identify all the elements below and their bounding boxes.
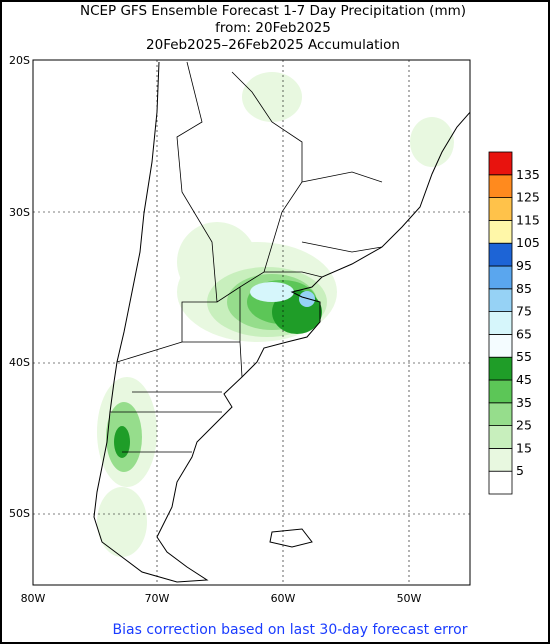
legend-swatch bbox=[488, 311, 513, 335]
legend-label: 25 bbox=[516, 418, 532, 433]
legend-swatch bbox=[488, 197, 513, 221]
lat-label: 30S bbox=[9, 206, 30, 219]
legend-label: 75 bbox=[516, 304, 532, 319]
legend-label: 135 bbox=[516, 167, 540, 182]
precip-shading bbox=[97, 72, 454, 557]
legend-swatch bbox=[488, 242, 513, 267]
legend-label: 15 bbox=[516, 440, 532, 455]
lat-label: 50S bbox=[9, 507, 30, 520]
lat-label: 20S bbox=[9, 54, 30, 67]
legend-label: 125 bbox=[516, 190, 540, 205]
lon-label: 50W bbox=[397, 592, 422, 605]
island bbox=[269, 528, 313, 548]
lat-label: 40S bbox=[9, 356, 30, 369]
lon-label: 80W bbox=[21, 592, 46, 605]
legend-label: 105 bbox=[516, 235, 540, 250]
legend-swatch bbox=[488, 402, 513, 426]
footer-note: Bias correction based on last 30-day for… bbox=[113, 622, 468, 638]
subtitle: 20Feb2025–26Feb2025 Accumulation bbox=[146, 37, 400, 53]
map-frame bbox=[32, 59, 471, 586]
coastline bbox=[93, 61, 470, 583]
legend-label: 35 bbox=[516, 395, 532, 410]
legend-swatch bbox=[488, 356, 513, 381]
legend-label: 45 bbox=[516, 372, 532, 387]
legend-swatch bbox=[488, 425, 513, 449]
legend-label: 65 bbox=[516, 326, 532, 341]
legend-swatch bbox=[488, 174, 513, 199]
legend-swatch bbox=[488, 470, 513, 495]
subtitle: from: 20Feb2025 bbox=[215, 20, 331, 36]
legend-swatch bbox=[488, 379, 513, 404]
legend-swatch bbox=[488, 151, 513, 176]
lon-label: 70W bbox=[145, 592, 170, 605]
legend-label: 55 bbox=[516, 349, 532, 364]
legend-label: 5 bbox=[516, 463, 524, 478]
title: NCEP GFS Ensemble Forecast 1-7 Day Preci… bbox=[80, 3, 466, 19]
legend-swatch bbox=[488, 333, 513, 358]
map-area bbox=[33, 60, 470, 585]
legend-label: 115 bbox=[516, 212, 540, 227]
legend-label: 85 bbox=[516, 281, 532, 296]
legend-swatch bbox=[488, 265, 513, 290]
legend-swatch bbox=[488, 288, 513, 312]
legend-swatch bbox=[488, 447, 513, 472]
lon-label: 60W bbox=[271, 592, 296, 605]
legend: 5 15 25 35 45 55 65 75 85 95 105 115 125 135 bbox=[488, 151, 540, 495]
legend-swatch bbox=[488, 219, 513, 244]
legend-label: 95 bbox=[516, 258, 532, 273]
